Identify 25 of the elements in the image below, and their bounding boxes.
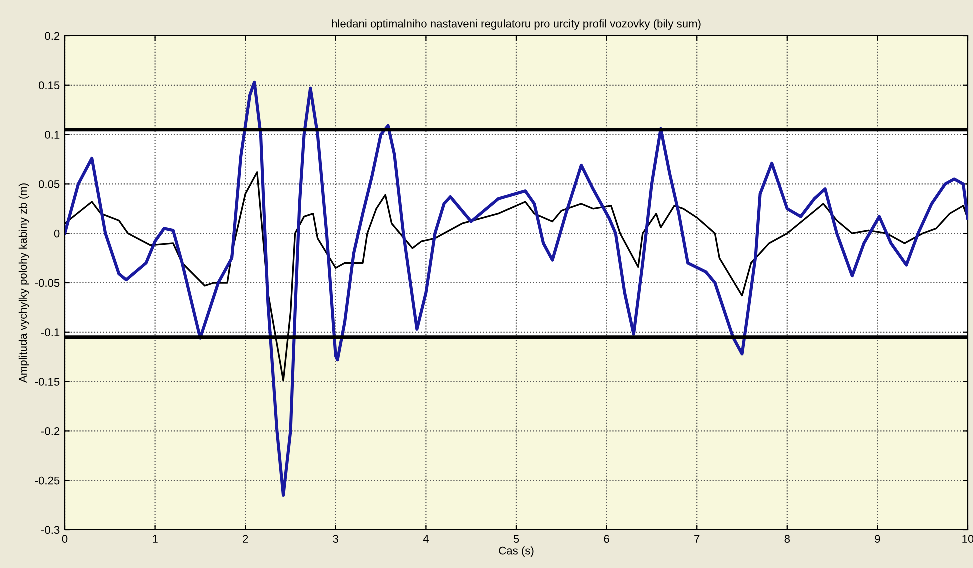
x-tick-label: 8: [784, 535, 790, 544]
x-axis-title: Cas (s): [499, 546, 534, 557]
x-tick-label: 0: [62, 535, 68, 544]
y-tick-label: 0.05: [38, 180, 60, 188]
chart-title: hledani optimalniho nastaveni regulatoru pro urcity profil vozovky (bily sum): [332, 20, 701, 30]
x-tick-label: 6: [604, 535, 610, 544]
x-tick-label: 2: [243, 535, 248, 543]
y-tick-label: -0.2: [41, 427, 60, 436]
x-tick-label: 4: [423, 535, 429, 543]
x-tick-label: 3: [333, 535, 338, 544]
x-tick-label: 9: [875, 535, 880, 544]
y-tick-label: -0.15: [35, 378, 60, 386]
y-tick-label: 0.2: [45, 32, 60, 40]
y-tick-label: -0.1: [41, 328, 60, 337]
y-tick-label: 0.1: [45, 131, 60, 139]
x-tick-label: 7: [694, 535, 700, 543]
y-tick-label: -0.3: [41, 526, 60, 534]
x-tick-label: 1: [153, 535, 158, 543]
y-tick-label: 0.15: [38, 82, 60, 90]
y-axis-title: Amplituda vychylky polohy kabiny zb (m): [18, 184, 30, 384]
y-tick-label: -0.25: [35, 476, 60, 485]
line-series: [65, 80, 968, 497]
y-tick-label: -0.05: [35, 279, 60, 288]
x-tick-label: 5: [514, 535, 520, 544]
y-tick-label: 0: [54, 230, 60, 238]
